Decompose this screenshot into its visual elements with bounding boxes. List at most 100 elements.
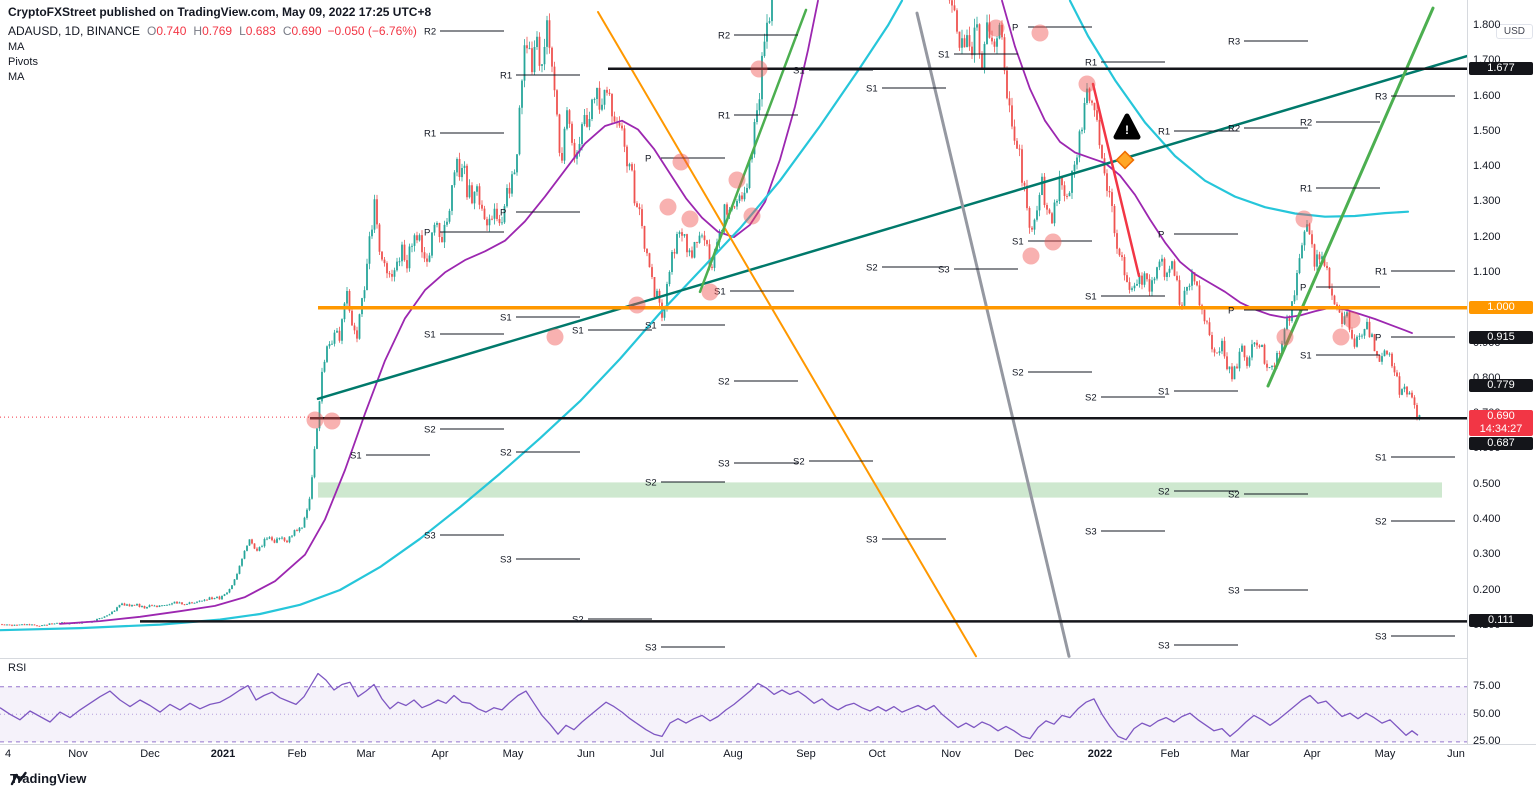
signal-circle-marker [1332,328,1350,346]
pivot-label-S3: S3 [500,555,512,566]
pivot-label-S1: S1 [1085,292,1097,303]
time-tick-Mar: Mar [1230,748,1250,760]
time-tick-Jul: Jul [649,748,665,760]
pivot-label-R1: R1 [1158,127,1170,138]
pivot-label-R3: R3 [1375,92,1387,103]
signal-circle-marker [750,60,768,78]
signal-circle-marker [306,411,324,429]
ascending-trendline-green-mid[interactable] [698,8,808,294]
descending-trendline-orange[interactable] [597,11,977,658]
pivot-label-S3: S3 [1228,586,1240,597]
signal-circle-marker [681,210,699,228]
last-price-badge: 0.690 14:34:27 [1469,410,1533,437]
pivot-label-S2: S2 [645,478,657,489]
pivot-label-S1: S1 [1012,237,1024,248]
pivot-label-S3: S3 [1375,632,1387,643]
warning-exclamation-glyph: ! [1125,123,1129,137]
indicator-pivots[interactable]: Pivots [8,56,38,68]
price-tick-0.500: 0.500 [1473,477,1501,490]
pivot-label-S1: S1 [938,50,950,61]
pivot-label-S2: S2 [718,377,730,388]
pivot-label-S1: S1 [350,451,362,462]
rsi-line [0,672,1419,741]
currency-label: USD [1495,24,1533,39]
pivot-label-S1: S1 [866,84,878,95]
pivot-label-P: P [645,154,651,165]
price-level-badge-1.677: 1.677 [1469,61,1533,75]
pivot-label-P: P [1300,283,1306,294]
time-tick-Dec: Dec [1014,748,1034,760]
price-tick-1.300: 1.300 [1473,195,1501,208]
time-tick-Nov: Nov [941,748,961,760]
symbol-title: ADAUSD, 1D, BINANCE [8,24,141,38]
price-tick-1.800: 1.800 [1473,18,1501,31]
attribution-text: CryptoFXStreet published on TradingView.… [8,5,432,19]
signal-circle-marker [1044,233,1062,251]
signal-circle-marker [728,171,746,189]
low-label: L [239,24,246,38]
pivot-label-P: P [424,228,430,239]
pivot-label-R2: R2 [1228,124,1240,135]
ascending-trendline-teal[interactable] [316,54,1467,401]
time-tick-May: May [1374,748,1396,760]
close-value: 0.690 [291,24,322,38]
ma-purple-line-1[interactable] [1001,0,1413,335]
signal-circle-marker [987,19,1005,37]
tradingview-logo-icon[interactable] [10,771,28,787]
pivot-label-S2: S2 [866,263,878,274]
pivot-label-P: P [1375,333,1381,344]
time-tick-Mar: Mar [356,748,376,760]
pivot-label-S1: S1 [572,326,584,337]
signal-circle-marker [1022,247,1040,265]
pivot-label-R1: R1 [1300,184,1312,195]
price-level-badge-0.915: 0.915 [1469,330,1533,344]
symbol-legend-row[interactable]: ADAUSD, 1D, BINANCE O0.740 H0.769 L0.683 C0.… [8,24,417,38]
pivot-label-S3: S3 [866,535,878,546]
pane-separator[interactable] [0,658,1536,659]
price-level-badge-0.111: 0.111 [1469,614,1533,628]
time-tick-Jun: Jun [1447,748,1465,760]
time-tick-4: 4 [4,748,12,760]
indicator-ma-1[interactable]: MA [8,41,25,53]
pivot-label-S1: S1 [1375,453,1387,464]
price-tick-0.300: 0.300 [1473,548,1501,561]
signal-circle-marker [1343,311,1361,329]
price-axis[interactable]: USD 1.800 1.700 1.600 1.500 1.400 1.300 1.200 1… [1467,0,1536,747]
price-tick-1.400: 1.400 [1473,160,1501,173]
ma-cyan-line-0[interactable] [0,0,904,632]
pivot-label-S2: S2 [1375,517,1387,528]
main-price-pane[interactable]: R2 R1 P S1 S2 S3 R1 P S1 S2 S3 S1 S1 S2 P S1 S2 S3 R2 R1 S1 S… [0,0,1467,658]
pin-marker-icon [1115,150,1135,170]
pivot-label-R1: R1 [1375,267,1387,278]
signal-circle-marker [1276,328,1294,346]
high-label: H [193,24,203,38]
time-tick-Apr: Apr [1303,748,1321,760]
close-label: C [282,24,292,38]
up-candle-bodies [6,0,1421,626]
pivot-label-P: P [500,208,506,219]
ascending-trendline-green-right[interactable] [1266,6,1435,388]
rsi-tick-75.00: 75.00 [1473,680,1501,693]
indicator-ma-2[interactable]: MA [8,71,25,83]
pivot-label-S2: S2 [424,425,436,436]
rsi-tick-50.00: 50.00 [1473,707,1501,720]
pivot-label-S2: S2 [1158,487,1170,498]
price-level-badge-0.779: 0.779 [1469,378,1533,392]
ma-cyan-line-1[interactable] [1068,0,1410,218]
last-price-value: 0.690 [1487,410,1515,423]
pivot-label-S1: S1 [500,313,512,324]
pivot-label-R3: R3 [1228,37,1240,48]
time-axis[interactable]: 4 Nov Dec 2021 Feb Mar Apr May Jun Jul Aug Sep Oct No… [0,744,1536,765]
rsi-pane[interactable] [0,658,1467,744]
pivot-label-R1: R1 [500,71,512,82]
up-candle-wicks [6,0,1420,627]
descending-trendline-red[interactable] [1091,82,1141,278]
pivot-label-S1: S1 [1158,387,1170,398]
rsi-indicator-label[interactable]: RSI [8,662,27,674]
tradingview-brand-text[interactable]: TradingView [10,771,87,786]
ma-purple-line-0[interactable] [59,0,819,625]
descending-trendline-gray[interactable] [915,11,1071,658]
time-tick-Feb: Feb [1160,748,1180,760]
pivot-label-S3: S3 [1085,527,1097,538]
